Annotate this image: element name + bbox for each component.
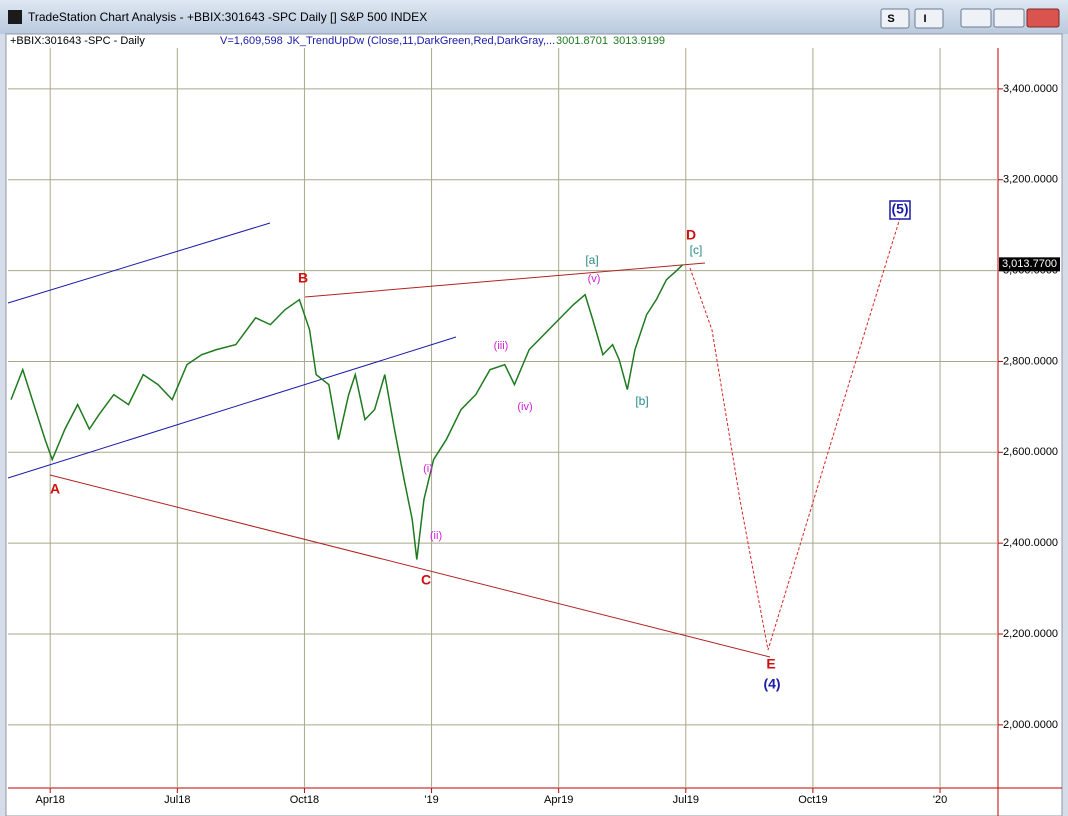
wave-label: (ii): [430, 530, 442, 542]
i-button[interactable]: [914, 8, 944, 29]
wave-label: (i): [423, 463, 433, 475]
triangle-line: [49, 474, 771, 658]
indicator-label: JK_TrendUpDw (Close,11,DarkGreen,Red,Dar…: [287, 35, 555, 47]
app-icon: [8, 10, 22, 24]
wave-label: (5): [891, 201, 908, 217]
indicator-value: 3013.9199: [613, 35, 665, 47]
close-button[interactable]: [1026, 8, 1060, 28]
x-tick-label: '19: [424, 794, 438, 806]
x-tick-label: '20: [933, 794, 947, 806]
wave-label: [c]: [690, 243, 703, 257]
wave-label: D: [686, 227, 696, 243]
wave-box: [889, 200, 911, 220]
x-tick-label: Oct18: [290, 794, 319, 806]
price-line: [10, 264, 684, 560]
maximize-button[interactable]: [993, 8, 1025, 28]
y-tick-label: 2,200.0000: [1003, 628, 1058, 640]
x-tick-label: Jul18: [164, 794, 190, 806]
wave-label: (v): [588, 273, 601, 285]
triangle-line: [304, 262, 706, 298]
wave-label: (iv): [517, 401, 532, 413]
x-tick-label: Jul19: [673, 794, 699, 806]
volume-label: V=1,609,598: [220, 35, 283, 47]
y-tick-label: 2,000.0000: [1003, 719, 1058, 731]
y-tick-label: 3,200.0000: [1003, 174, 1058, 186]
wave-label: [b]: [635, 394, 648, 408]
y-tick-label: 2,800.0000: [1003, 355, 1058, 367]
indicator-value: 3001.8701: [556, 35, 608, 47]
projection-path: [689, 217, 901, 651]
wave-label: [a]: [585, 253, 598, 267]
price-plot: [10, 264, 684, 560]
wave-label: C: [421, 572, 431, 588]
minimize-button[interactable]: [960, 8, 992, 28]
last-price-tag: [999, 257, 1060, 272]
x-tick-label: Apr19: [544, 794, 573, 806]
window-title: TradeStation Chart Analysis - +BBIX:3016…: [28, 10, 427, 24]
grid: [8, 48, 998, 788]
s-button-label: S: [887, 13, 894, 25]
plot-area: [8, 48, 998, 788]
wave-label: (iii): [494, 340, 509, 352]
wave-label: E: [766, 656, 775, 672]
s-button[interactable]: [880, 8, 910, 29]
channel-line: [7, 222, 271, 304]
wave-label: A: [50, 481, 60, 497]
y-tick-label: 2,600.0000: [1003, 446, 1058, 458]
y-tick-label: 3,400.0000: [1003, 83, 1058, 95]
channel-line: [7, 336, 457, 479]
y-tick-label: 2,400.0000: [1003, 537, 1058, 549]
wave-label: B: [298, 270, 308, 286]
symbol-label: +BBIX:301643 -SPC - Daily: [10, 35, 145, 47]
last-price-label: 3,013.7700: [1002, 258, 1057, 270]
x-tick-label: Apr18: [36, 794, 65, 806]
x-tick-label: Oct19: [798, 794, 827, 806]
i-button-label: I: [923, 13, 926, 25]
trendlines: [7, 217, 901, 658]
wave-label: (4): [763, 676, 780, 692]
